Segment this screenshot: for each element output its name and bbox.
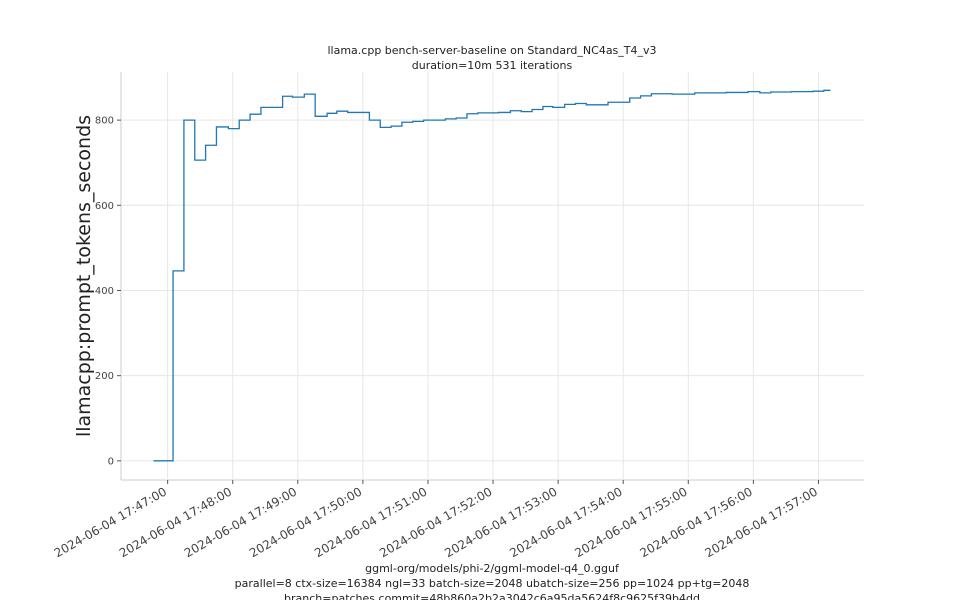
x-tick-label: 2024-06-04 17:53:00 (442, 484, 559, 560)
chart-title: llama.cpp bench-server-baseline on Stand… (327, 44, 656, 57)
x-tick-label: 2024-06-04 17:57:00 (703, 484, 820, 560)
x-tick-label: 2024-06-04 17:55:00 (572, 484, 689, 560)
x-tick-label: 2024-06-04 17:56:00 (637, 484, 754, 560)
y-tick-label: 800 (95, 116, 114, 127)
footer-text: parallel=8 ctx-size=16384 ngl=33 batch-s… (235, 577, 750, 590)
x-tick-label: 2024-06-04 17:51:00 (312, 484, 429, 560)
footer-text: ggml-org/models/phi-2/ggml-model-q4_0.gg… (365, 562, 620, 575)
y-tick-label: 600 (95, 201, 114, 212)
y-tick-label: 200 (95, 371, 114, 382)
x-tick-label: 2024-06-04 17:52:00 (377, 484, 494, 560)
x-tick-label: 2024-06-04 17:47:00 (52, 484, 169, 560)
y-tick-label: 400 (95, 286, 114, 297)
data-line (153, 89, 831, 462)
y-axis-label: llamacpp:prompt_tokens_seconds (73, 115, 95, 437)
chart-subtitle: duration=10m 531 iterations (412, 59, 573, 72)
y-tick-label: 0 (108, 456, 114, 467)
x-tick-label: 2024-06-04 17:50:00 (247, 484, 364, 560)
x-tick-label: 2024-06-04 17:49:00 (182, 484, 299, 560)
footer-text: branch=patches commit=48b860a2b2a3042c6a… (284, 592, 700, 600)
x-tick-label: 2024-06-04 17:48:00 (117, 484, 234, 560)
x-tick-label: 2024-06-04 17:54:00 (507, 484, 624, 560)
